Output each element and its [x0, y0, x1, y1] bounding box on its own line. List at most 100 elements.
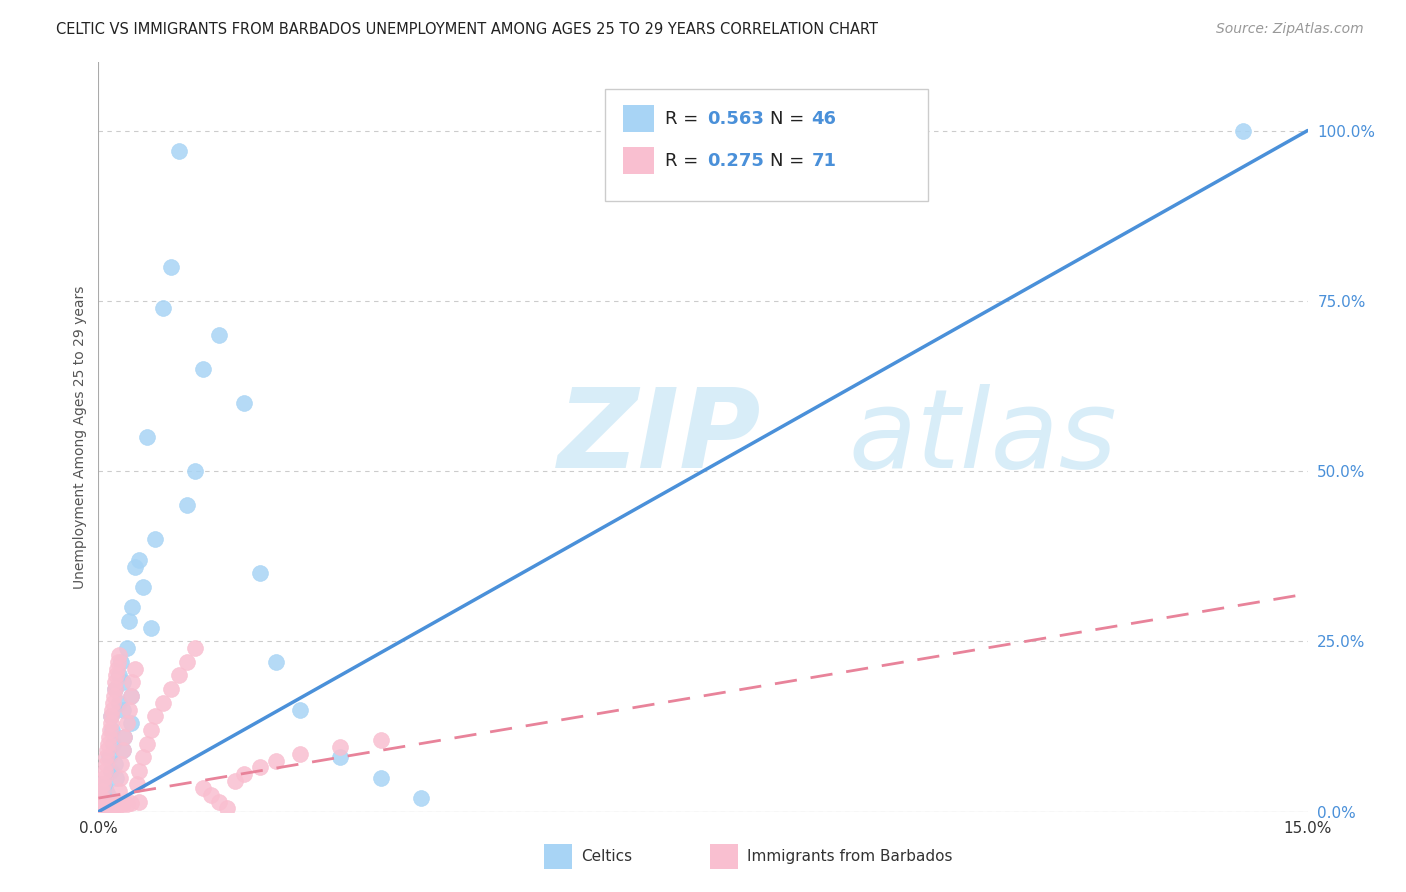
Point — [96, 801, 118, 815]
Text: 46: 46 — [811, 110, 837, 128]
Text: 0.275: 0.275 — [707, 152, 763, 169]
Point — [107, 696, 129, 710]
Point — [111, 797, 134, 812]
Point — [90, 791, 112, 805]
Point — [143, 709, 166, 723]
Point — [120, 689, 142, 703]
Point — [111, 743, 134, 757]
Point — [107, 668, 129, 682]
Text: N =: N = — [770, 152, 810, 169]
Point — [100, 764, 122, 778]
Point — [111, 675, 134, 690]
Point — [1232, 123, 1254, 137]
Point — [108, 784, 131, 798]
Point — [103, 682, 125, 697]
Text: CELTIC VS IMMIGRANTS FROM BARBADOS UNEMPLOYMENT AMONG AGES 25 TO 29 YEARS CORREL: CELTIC VS IMMIGRANTS FROM BARBADOS UNEMP… — [56, 22, 879, 37]
Point — [176, 655, 198, 669]
Point — [91, 777, 114, 791]
Point — [100, 716, 122, 731]
Point — [110, 655, 132, 669]
Point — [108, 771, 131, 785]
Point — [288, 747, 311, 761]
Text: atlas: atlas — [848, 384, 1116, 491]
Point — [107, 797, 129, 812]
Point — [128, 795, 150, 809]
Point — [100, 799, 122, 814]
Point — [118, 614, 141, 628]
Point — [139, 621, 162, 635]
Point — [101, 723, 124, 737]
Point — [91, 777, 114, 791]
Point — [224, 774, 246, 789]
Point — [143, 533, 166, 547]
Point — [112, 730, 135, 744]
Point — [96, 797, 118, 812]
Text: 71: 71 — [811, 152, 837, 169]
Point — [100, 709, 122, 723]
Point — [288, 702, 311, 716]
Point — [249, 566, 271, 581]
Point — [120, 716, 142, 731]
Point — [96, 800, 118, 814]
Point — [264, 754, 287, 768]
Point — [112, 730, 135, 744]
Point — [200, 788, 222, 802]
Point — [135, 737, 157, 751]
Point — [370, 733, 392, 747]
Point — [96, 750, 118, 764]
Point — [193, 362, 215, 376]
Point — [101, 737, 124, 751]
Point — [100, 709, 122, 723]
Point — [90, 803, 112, 817]
Point — [96, 743, 118, 757]
Point — [167, 144, 190, 158]
Y-axis label: Unemployment Among Ages 25 to 29 years: Unemployment Among Ages 25 to 29 years — [73, 285, 87, 589]
Point — [232, 396, 254, 410]
Point — [160, 260, 183, 274]
Point — [97, 737, 120, 751]
Point — [176, 498, 198, 512]
Point — [128, 764, 150, 778]
Point — [103, 798, 125, 813]
Point — [94, 757, 117, 772]
Text: N =: N = — [770, 110, 810, 128]
Point — [139, 723, 162, 737]
Point — [208, 327, 231, 342]
Point — [98, 723, 121, 737]
Point — [132, 750, 155, 764]
Point — [152, 301, 174, 315]
Point — [115, 716, 138, 731]
Point — [104, 675, 127, 690]
Point — [115, 797, 138, 811]
Point — [167, 668, 190, 682]
Point — [121, 675, 143, 690]
Point — [121, 600, 143, 615]
Text: ZIP: ZIP — [558, 384, 762, 491]
Point — [105, 771, 128, 785]
Point — [97, 788, 120, 802]
Point — [91, 784, 114, 798]
Text: Celtics: Celtics — [581, 849, 631, 863]
Point — [97, 730, 120, 744]
Point — [103, 689, 125, 703]
Point — [329, 739, 352, 754]
Point — [264, 655, 287, 669]
Point — [100, 799, 122, 814]
Point — [184, 464, 207, 478]
Text: R =: R = — [665, 152, 704, 169]
Point — [101, 702, 124, 716]
Text: Source: ZipAtlas.com: Source: ZipAtlas.com — [1216, 22, 1364, 37]
Point — [160, 682, 183, 697]
Text: Immigrants from Barbados: Immigrants from Barbados — [747, 849, 952, 863]
Point — [409, 791, 432, 805]
Point — [96, 784, 118, 798]
Point — [105, 668, 128, 682]
Point — [94, 780, 117, 795]
Point — [90, 802, 112, 816]
Point — [152, 696, 174, 710]
Point — [115, 641, 138, 656]
Point — [370, 771, 392, 785]
Point — [103, 795, 125, 809]
Point — [120, 796, 142, 810]
Point — [97, 750, 120, 764]
